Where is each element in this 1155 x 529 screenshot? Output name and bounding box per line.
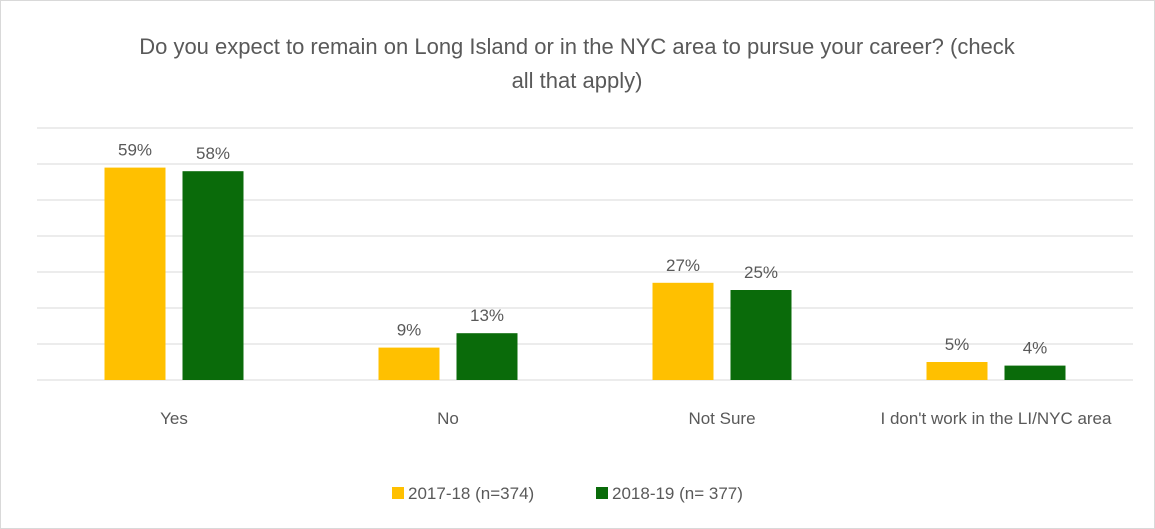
bar [378,347,440,380]
legend-label: 2018-19 (n= 377) [612,484,743,503]
data-label: 25% [744,263,778,282]
data-label: 5% [945,335,970,354]
legend-swatch [596,487,608,499]
legend-swatch [392,487,404,499]
data-label: 27% [666,256,700,275]
data-label: 9% [397,321,422,340]
data-label: 59% [118,141,152,160]
chart-title: Do you expect to remain on Long Island o… [139,34,1015,93]
bar [456,333,518,380]
bar [182,171,244,380]
bar [1004,365,1066,380]
bar [104,167,166,380]
x-tick-label: Not Sure [688,409,756,428]
x-tick-label: No [437,409,459,428]
x-tick-label: Yes [160,409,188,428]
bar [926,362,988,380]
bar [730,290,792,380]
bar [652,282,714,380]
data-label: 58% [196,144,230,163]
data-label: 4% [1023,339,1048,358]
x-tick-label: I don't work in the LI/NYC area [880,409,1112,428]
data-label: 13% [470,306,504,325]
legend-label: 2017-18 (n=374) [408,484,534,503]
